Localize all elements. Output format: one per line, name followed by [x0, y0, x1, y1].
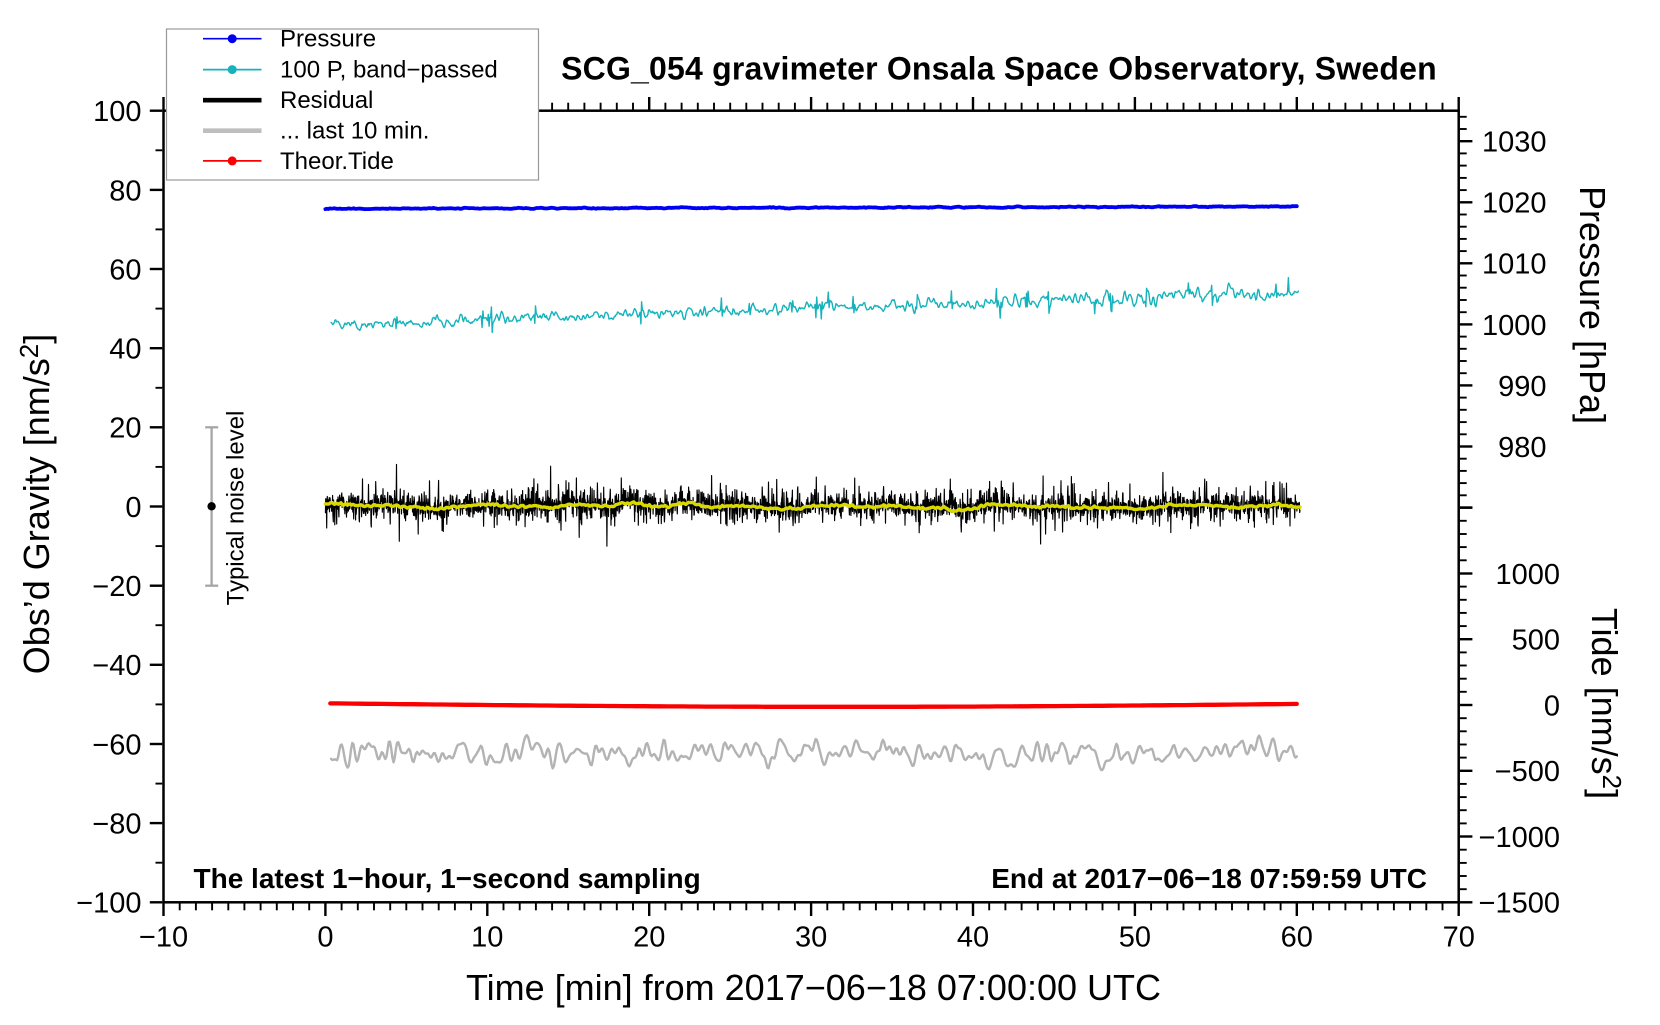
svg-text:0: 0	[1544, 690, 1560, 722]
svg-text:1030: 1030	[1482, 127, 1547, 159]
svg-text:980: 980	[1498, 432, 1546, 464]
svg-text:−60: −60	[92, 729, 141, 761]
svg-text:−80: −80	[92, 809, 141, 841]
svg-text:−500: −500	[1495, 756, 1560, 788]
svg-text:40: 40	[957, 922, 989, 954]
svg-text:−40: −40	[92, 650, 141, 682]
svg-text:60: 60	[109, 254, 141, 286]
svg-text:10: 10	[471, 922, 503, 954]
svg-text:1010: 1010	[1482, 249, 1547, 281]
svg-text:Obs’d Gravity [nm/s2]: Obs’d Gravity [nm/s2]	[14, 334, 57, 675]
svg-text:50: 50	[1119, 922, 1151, 954]
svg-text:Time [min] from 2017−06−18 07:: Time [min] from 2017−06−18 07:00:00 UTC	[466, 967, 1161, 1008]
svg-text:100: 100	[93, 96, 141, 128]
svg-text:The latest 1−hour, 1−second sa: The latest 1−hour, 1−second sampling	[194, 863, 701, 894]
svg-text:Typical noise level: Typical noise level	[223, 411, 250, 606]
svg-text:−1000: −1000	[1479, 822, 1560, 854]
svg-text:60: 60	[1281, 922, 1313, 954]
svg-text:1020: 1020	[1482, 188, 1547, 220]
svg-text:80: 80	[109, 175, 141, 207]
svg-text:−1500: −1500	[1479, 888, 1560, 920]
svg-text:0: 0	[125, 492, 141, 524]
svg-text:−20: −20	[92, 571, 141, 603]
svg-text:500: 500	[1512, 625, 1560, 657]
svg-text:Pressure: Pressure	[280, 26, 376, 53]
svg-text:30: 30	[795, 922, 827, 954]
svg-text:20: 20	[633, 922, 665, 954]
svg-text:−10: −10	[139, 922, 188, 954]
svg-text:1000: 1000	[1482, 310, 1547, 342]
svg-text:Pressure [hPa]: Pressure [hPa]	[1572, 186, 1613, 424]
svg-text:1000: 1000	[1495, 559, 1560, 591]
svg-text:Tide [nm/s2]: Tide [nm/s2]	[1584, 608, 1627, 799]
svg-text:40: 40	[109, 334, 141, 366]
svg-text:20: 20	[109, 413, 141, 445]
svg-text:End at 2017−06−18 07:59:59 UTC: End at 2017−06−18 07:59:59 UTC	[991, 863, 1427, 894]
svg-text:100 P, band−passed: 100 P, band−passed	[280, 57, 498, 84]
svg-text:990: 990	[1498, 371, 1546, 403]
svg-text:... last 10 min.: ... last 10 min.	[280, 118, 429, 145]
svg-text:SCG_054 gravimeter Onsala Spac: SCG_054 gravimeter Onsala Space Observat…	[561, 51, 1437, 87]
svg-text:Theor.Tide: Theor.Tide	[280, 148, 394, 175]
svg-text:70: 70	[1443, 922, 1475, 954]
svg-text:0: 0	[317, 922, 333, 954]
svg-text:−100: −100	[76, 888, 141, 920]
svg-text:Residual: Residual	[280, 87, 373, 114]
